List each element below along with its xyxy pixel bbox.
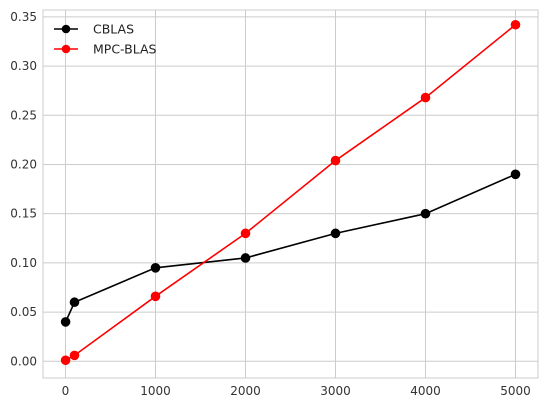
series-mpc-blas (60, 19, 521, 366)
legend-marker-icon (61, 44, 71, 54)
grid (43, 10, 538, 378)
data-point (60, 355, 71, 366)
data-point (510, 19, 521, 30)
y-tick-label: 0.30 (10, 59, 37, 73)
y-tick-label: 0.10 (10, 256, 37, 270)
legend-marker-icon (61, 24, 71, 34)
legend-item: CBLAS (54, 22, 134, 37)
y-tick-label: 0.20 (10, 157, 37, 171)
x-tick-label: 5000 (500, 384, 531, 398)
legend: CBLAS MPC-BLAS (54, 22, 156, 57)
x-tick-label: 4000 (410, 384, 441, 398)
data-point (240, 228, 251, 239)
data-point (240, 253, 251, 263)
data-point (150, 291, 161, 302)
data-point (420, 92, 431, 103)
y-tick-label: 0.35 (10, 10, 37, 24)
x-tick-label: 1000 (140, 384, 171, 398)
legend-label: MPC-BLAS (93, 42, 156, 57)
data-point (60, 317, 71, 327)
y-tick-label: 0.25 (10, 108, 37, 122)
y-tick-label: 0.05 (10, 305, 37, 319)
data-point (510, 169, 521, 180)
series-cblas (60, 169, 521, 327)
data-point (150, 262, 161, 273)
data-point (330, 155, 341, 166)
series-group (60, 19, 521, 366)
y-tick-label: 0.15 (10, 207, 37, 221)
data-point (420, 208, 431, 219)
series-line (65, 24, 517, 361)
x-tick-label: 2000 (230, 384, 261, 398)
y-tick-label: 0.00 (10, 354, 37, 368)
legend-label: CBLAS (93, 22, 134, 37)
x-tick-label: 0 (62, 384, 70, 398)
tick-labels: 0 1000 2000 3000 4000 5000 0.00 0.05 0.10 0.15 0.2… (10, 10, 530, 398)
x-tick-label: 3000 (320, 384, 351, 398)
data-point (69, 350, 80, 361)
legend-item: MPC-BLAS (54, 42, 156, 57)
data-point (330, 228, 341, 239)
plot-frame (42, 9, 539, 379)
data-point (69, 297, 80, 308)
